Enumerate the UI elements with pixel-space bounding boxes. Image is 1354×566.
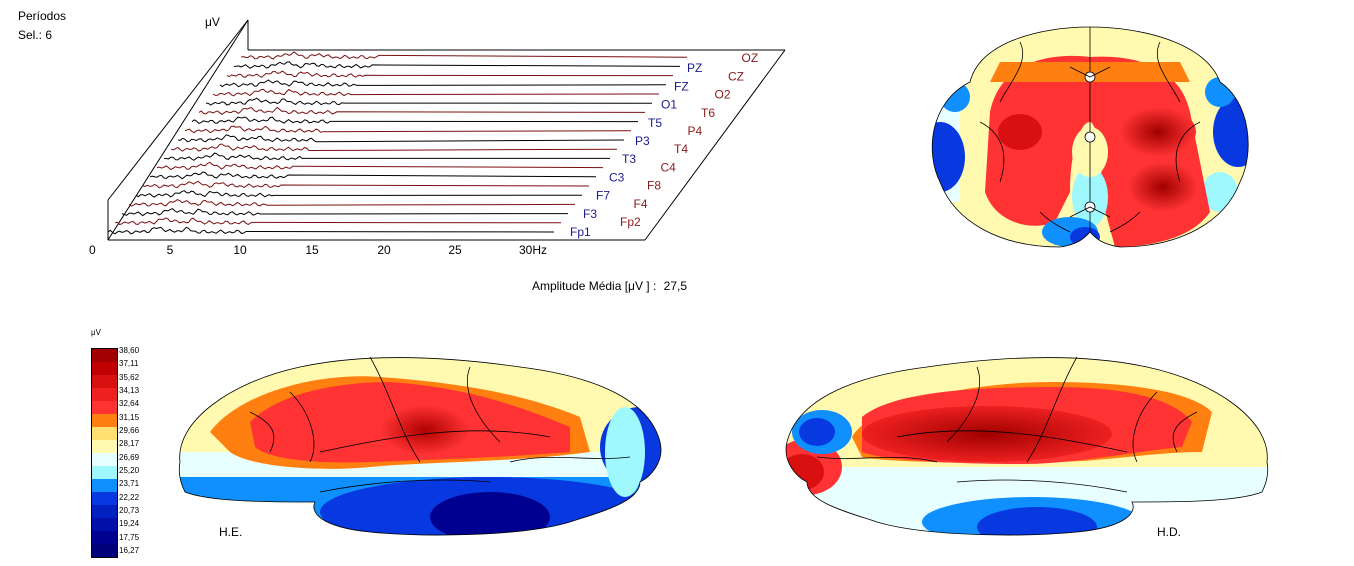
colorbar-segment (92, 414, 117, 427)
channel-label-left: Fp1 (570, 225, 591, 239)
colorbar-segment (92, 531, 117, 544)
colorbar-label: 28,17 (119, 439, 140, 449)
colorbar-segment (92, 492, 117, 505)
colorbar-label: 22,22 (119, 492, 140, 502)
channel-label-left: T5 (648, 116, 662, 130)
spectrum-trace (142, 180, 590, 189)
spectrum-x-tick: 30Hz (519, 243, 547, 257)
spectrum-x-tick: 5 (167, 243, 174, 257)
channel-label-left: FZ (674, 79, 689, 93)
channel-label-right: T6 (701, 106, 715, 120)
brain-left-hemisphere (178, 356, 662, 536)
spectrum-trace (191, 116, 639, 124)
colorbar-segment (92, 453, 117, 466)
spectrum-x-tick: 15 (305, 243, 319, 257)
brain-right-hemisphere (785, 356, 1269, 536)
channel-label-right: Fp2 (620, 215, 641, 229)
spectrum-trace (149, 171, 597, 180)
spectrum-trace (114, 217, 562, 226)
channel-label-right: T4 (674, 142, 688, 156)
spectrum-trace (212, 88, 660, 97)
left-hemisphere-label: H.E. (219, 525, 243, 539)
colorbar-segment (92, 479, 117, 492)
spectrum-trace (226, 70, 674, 79)
spectrum-trace (163, 152, 610, 161)
spectrum-trace (240, 51, 688, 60)
colorbar-label: 35,62 (119, 372, 140, 382)
colorbar-label: 38,60 (119, 346, 140, 355)
channel-label-left: P3 (635, 134, 650, 148)
spectrum-trace (128, 199, 576, 207)
channel-label-right: CZ (728, 69, 744, 83)
colorbar-labels: 38,60 37,11 35,62 34,13 32,64 31,15 29,66 28,17… (119, 346, 159, 558)
colorbar-label: 34,13 (119, 386, 140, 395)
spectrum-trace (121, 208, 569, 217)
colorbar-segment (92, 466, 117, 479)
colorbar-label: 20,73 (119, 506, 140, 515)
channel-label-right: OZ (742, 51, 759, 65)
spectrum-trace (156, 161, 604, 171)
spectrum-unit-label: μV (205, 15, 220, 29)
colorbar-segment (92, 388, 117, 401)
colorbar-segment (92, 349, 117, 362)
channel-label-right: C4 (661, 160, 677, 174)
spectrum-origin-label: 0 (89, 243, 96, 257)
channel-label-right: P4 (688, 124, 703, 138)
colorbar-label: 25,20 (119, 466, 140, 475)
colorbar-segment (92, 362, 117, 375)
spectrum-plot: 5 10 15 20 25 30Hz Fp1 F3 F7 C3 T3 P3 T5 O1 FZ PZ Fp2 F4… (89, 15, 786, 257)
spectrum-right-axis (644, 49, 786, 241)
channel-label-right: O2 (715, 88, 731, 102)
channel-label-left: O1 (661, 98, 677, 112)
colorbar-label: 17,75 (119, 532, 140, 542)
spectrum-trace (206, 97, 653, 106)
right-hemisphere-label: H.D. (1157, 525, 1181, 539)
channel-label-left: PZ (687, 61, 702, 75)
channel-label-left: F3 (583, 207, 597, 221)
spectrum-trace (184, 125, 632, 134)
spectrum-trace (198, 106, 646, 116)
colorbar-segment (92, 440, 117, 453)
colorbar-label: 32,64 (119, 399, 140, 409)
selection-label: Sel.: 6 (18, 28, 53, 42)
colorbar-unit: μV (91, 328, 101, 337)
colorbar-label: 23,71 (119, 479, 140, 489)
channel-label-right: F4 (634, 197, 648, 211)
colorbar (91, 348, 118, 558)
amplitude-label: Amplitude Média [μV ] : 27,5 (532, 279, 687, 293)
colorbar-segment (92, 427, 117, 440)
colorbar-segment (92, 518, 117, 531)
amplitude-value: 27,5 (663, 279, 688, 293)
spectrum-x-tick: 10 (233, 243, 247, 257)
spectrum-trace (177, 134, 625, 143)
periods-label: Períodos (18, 9, 67, 23)
spectrum-trace (170, 143, 618, 152)
spectrum-x-tick: 20 (377, 243, 391, 257)
channel-label-right: F8 (647, 179, 661, 193)
colorbar-label: 19,24 (119, 519, 140, 529)
spectrum-x-tick: 25 (448, 243, 462, 257)
brain-top-map (931, 26, 1249, 248)
spectrum-trace (135, 190, 583, 198)
colorbar-segment (92, 544, 117, 557)
channel-label-left: T3 (622, 152, 636, 166)
colorbar-label: 31,15 (119, 412, 140, 422)
spectrum-back-axis-left (107, 19, 249, 241)
amplitude-label-text: Amplitude Média [μV ] : (532, 279, 657, 293)
spectrum-trace (233, 61, 681, 69)
colorbar-segment (92, 505, 117, 518)
spectrum-trace (107, 226, 555, 235)
channel-label-left: C3 (609, 170, 625, 184)
colorbar-label: 16,27 (119, 546, 140, 555)
colorbar-segment (92, 401, 117, 414)
colorbar-label: 29,66 (119, 426, 140, 435)
channel-label-left: F7 (596, 189, 610, 203)
colorbar-label: 37,11 (119, 359, 139, 369)
colorbar-label: 26,69 (119, 452, 140, 462)
spectrum-trace (219, 79, 667, 88)
colorbar-segment (92, 375, 117, 388)
